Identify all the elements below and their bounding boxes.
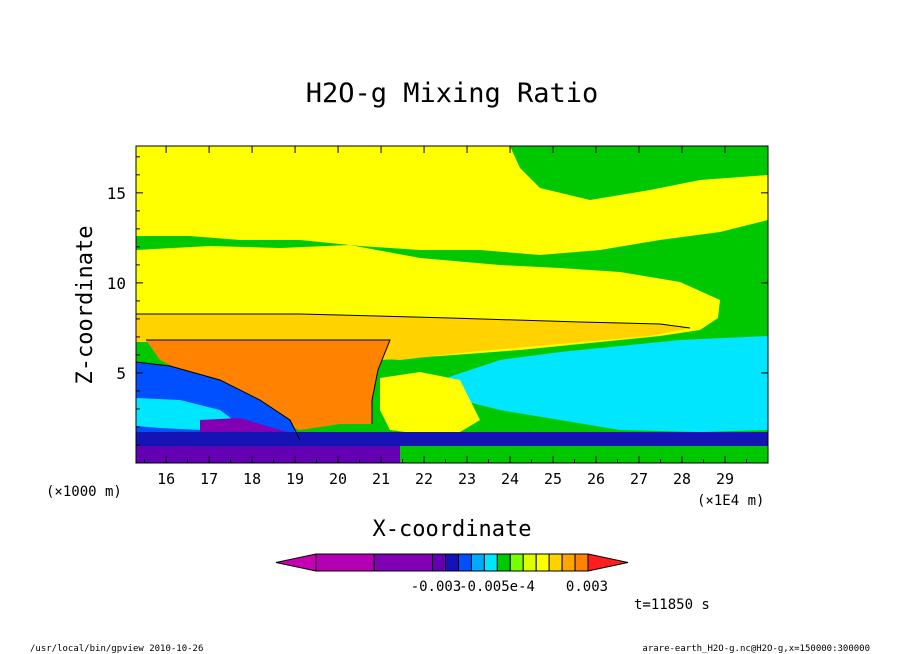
colorbar-segment [509,553,524,572]
colorbar: -0.003-0.005e-4 0.003 [275,553,629,595]
x-tick-label: 19 [286,470,304,488]
x-unit-right: (×1E4 m) [697,493,764,509]
colorbar-segment [483,553,498,572]
colorbar-tick-label: -0.003 [411,579,462,595]
colorbar-segment [315,553,375,572]
colorbar-extend-right [587,553,629,572]
x-tick-label: 22 [415,470,433,488]
colorbar-segment [535,553,550,572]
plot-frame [135,145,769,464]
x-tick-label: 28 [673,470,691,488]
footer-left: /usr/local/bin/gpview 2010-10-26 [30,644,203,654]
y-tick-label: 10 [107,274,126,293]
colorbar-tick-label: 0.003 [566,579,608,595]
footer-right: arare-earth_H2O-g.nc@H2O-g,x=150000:3000… [642,644,870,654]
x-axis-label: X-coordinate [373,517,532,542]
colorbar-segment [470,553,485,572]
region-orange [146,340,390,430]
x-tick-label: 20 [329,470,347,488]
colorbar-segment [574,553,589,572]
region-purple-bottom-lower [136,446,400,463]
y-tick-label: 5 [116,364,126,383]
x-axis-ticks: 16 17 18 19 20 21 22 23 24 25 26 27 28 29 [144,146,748,488]
y-axis-ticks: 5 10 15 [107,156,768,446]
x-tick-label: 25 [544,470,562,488]
x-tick-label: 29 [716,470,734,488]
colorbar-segment [432,553,447,572]
colorbar-tick-label: -0.005e-4 [459,579,535,595]
contour-line-2 [146,339,391,424]
region-blue-bottom-band [136,432,768,446]
colorbar-segment [373,553,434,572]
x-tick-label: 26 [587,470,605,488]
region-mid-yellow [380,372,480,434]
colorbar-segment [561,553,576,572]
x-tick-label: 24 [501,470,519,488]
region-cyan [440,336,768,432]
colorbar-segment [522,553,537,572]
colorbar-extend-left [275,553,317,572]
x-tick-label: 16 [157,470,175,488]
contour-line-3 [136,361,301,441]
region-yellow-upper [136,146,768,255]
colorbar-segment [548,553,563,572]
x-tick-label: 23 [458,470,476,488]
time-annotation: t=11850 s [634,597,710,613]
y-tick-label: 15 [107,184,126,203]
x-unit-left: (×1000 m) [46,484,122,500]
x-tick-label: 27 [630,470,648,488]
contour-line-1 [136,313,691,329]
x-tick-label: 17 [200,470,218,488]
x-tick-label: 18 [243,470,261,488]
y-axis-label: Z-coordinate [73,226,98,385]
colorbar-segment [496,553,511,572]
x-tick-label: 21 [372,470,390,488]
chart-title: H2O-g Mixing Ratio [306,78,599,109]
colorbar-segment [445,553,459,572]
colorbar-segment [457,553,472,572]
contour-field [136,146,768,463]
